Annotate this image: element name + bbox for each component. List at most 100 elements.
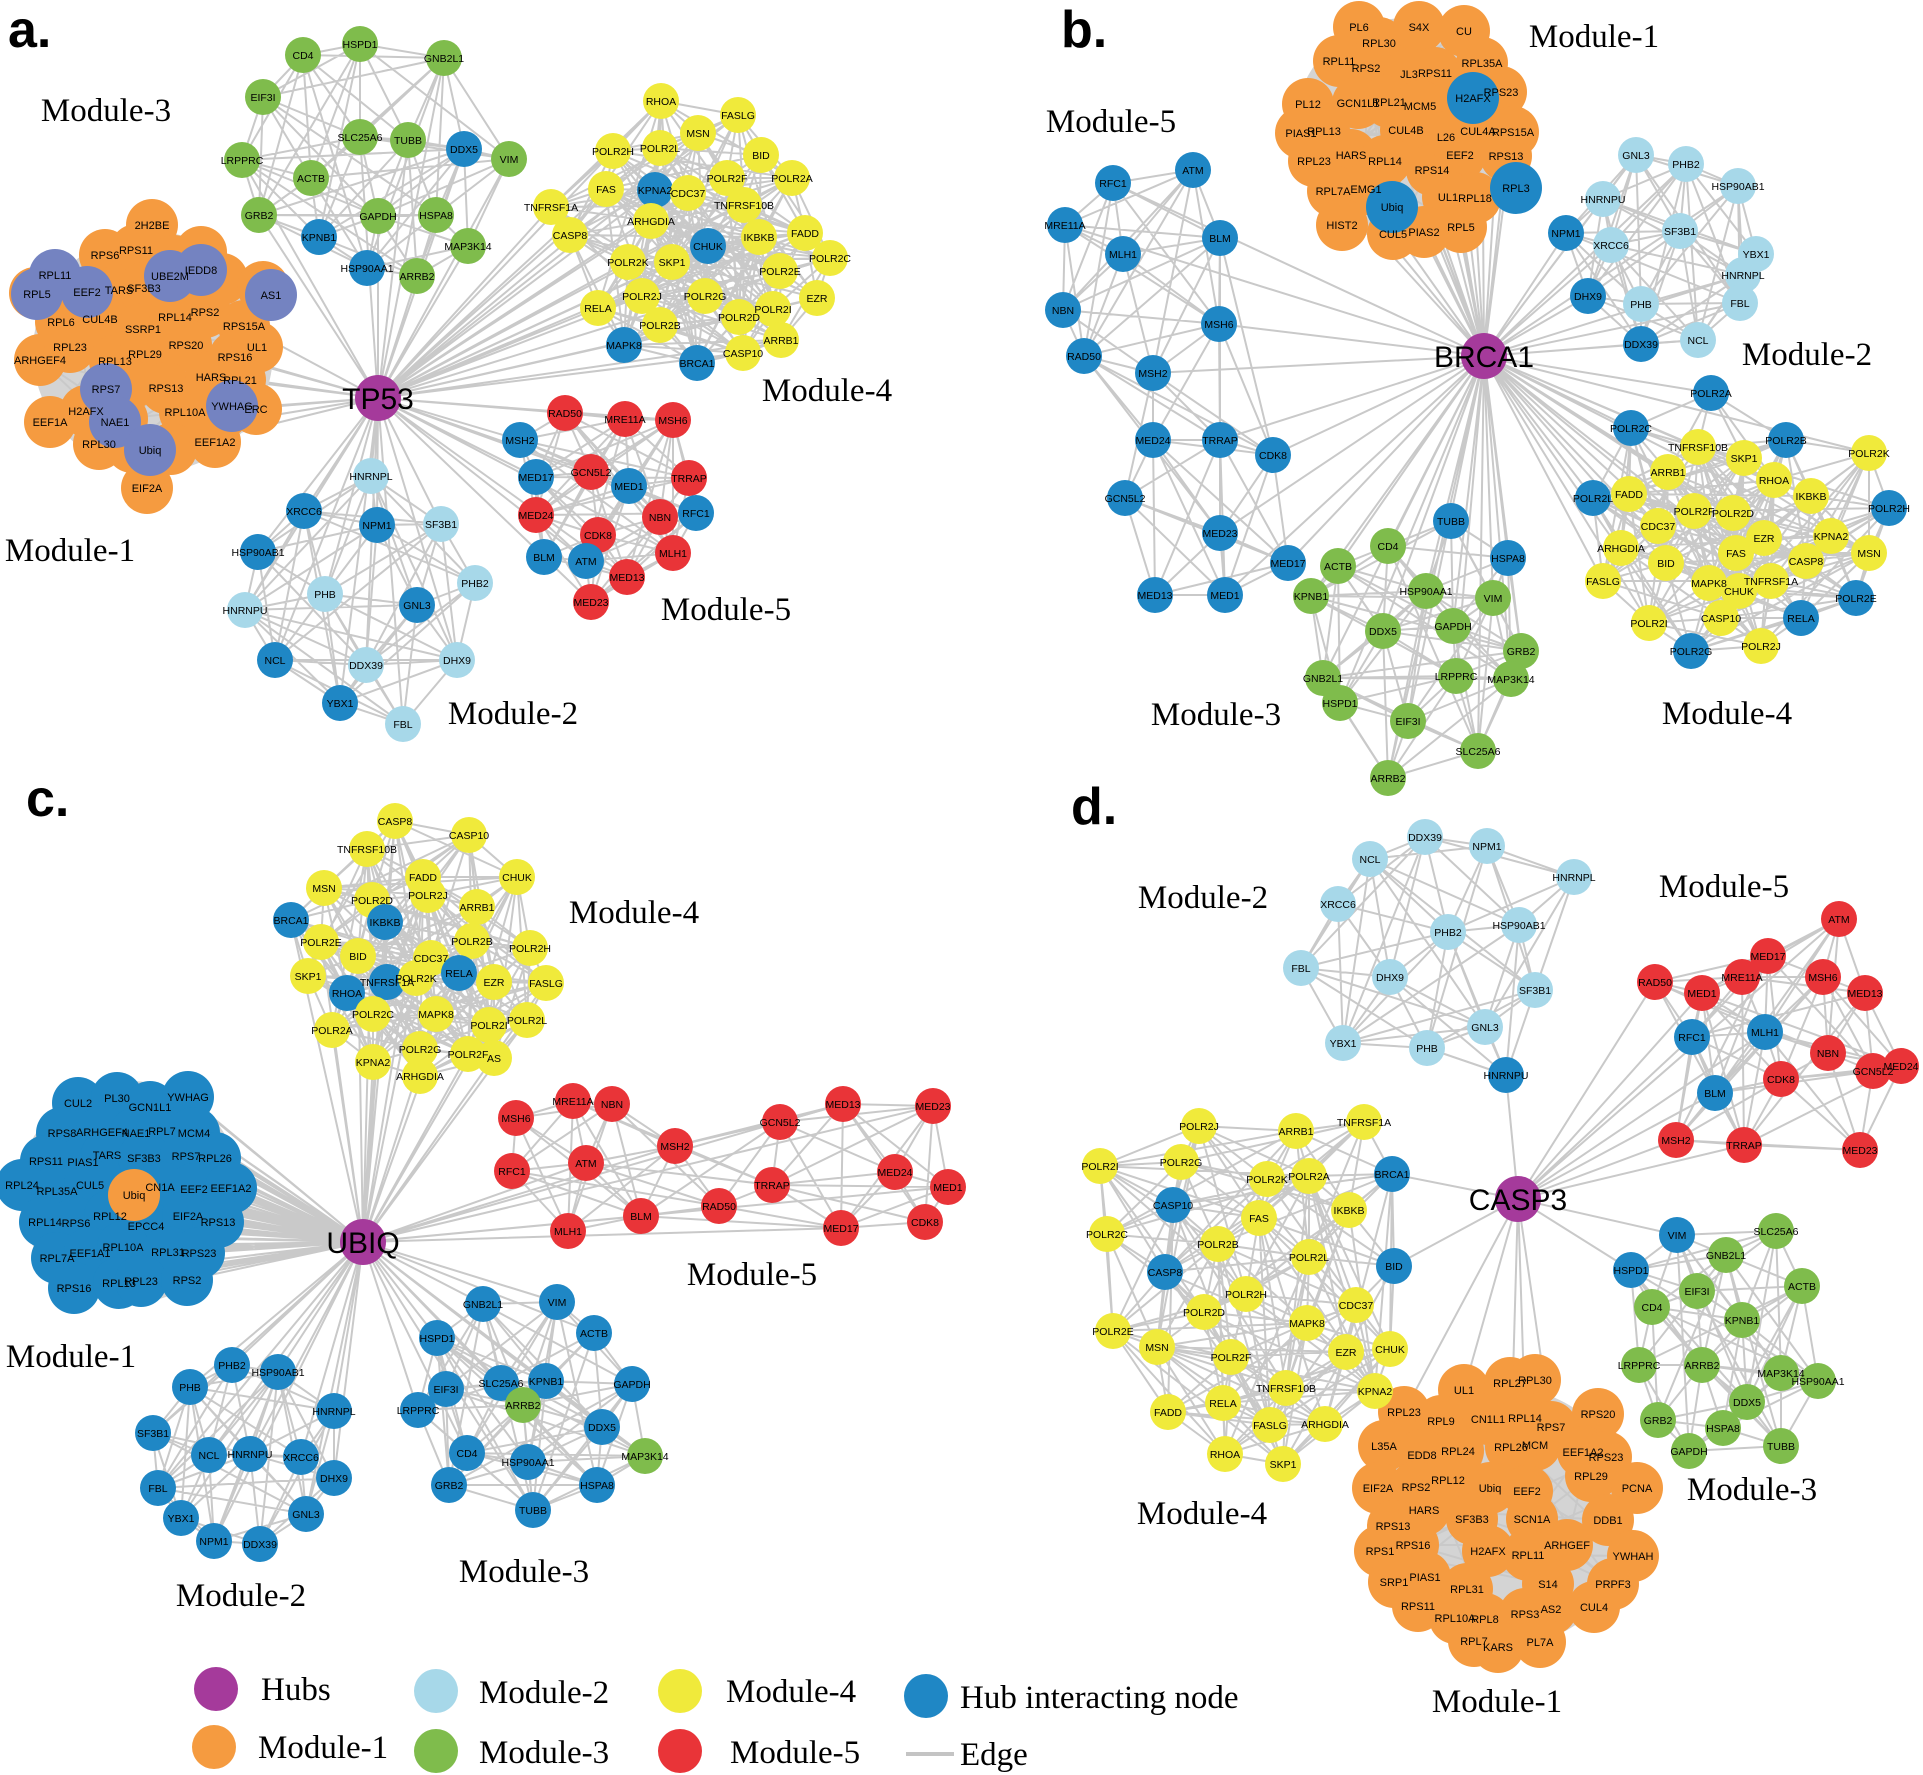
svg-text:RPL27: RPL27 <box>1493 1378 1527 1390</box>
svg-text:EIF2A: EIF2A <box>173 1211 204 1223</box>
svg-text:EIF3I: EIF3I <box>1684 1286 1709 1298</box>
svg-text:Module-4: Module-4 <box>762 373 892 409</box>
svg-text:PHB2: PHB2 <box>1434 927 1462 939</box>
svg-text:RPS16: RPS16 <box>57 1283 92 1295</box>
svg-text:S14: S14 <box>1538 1579 1558 1591</box>
svg-text:ARHGDIA: ARHGDIA <box>627 216 675 228</box>
svg-text:EEF1A2: EEF1A2 <box>1563 1447 1604 1459</box>
svg-text:RPS15A: RPS15A <box>223 321 266 333</box>
svg-text:LRPPRC: LRPPRC <box>1618 1360 1661 1372</box>
svg-text:ATM: ATM <box>1828 914 1849 926</box>
svg-text:RPL23: RPL23 <box>1387 1407 1421 1419</box>
svg-text:KPNB1: KPNB1 <box>1725 1315 1760 1327</box>
svg-text:GCN1L1: GCN1L1 <box>129 1102 172 1114</box>
svg-text:CUL4: CUL4 <box>1580 1602 1608 1614</box>
svg-text:ARHGEF4: ARHGEF4 <box>76 1127 128 1139</box>
svg-text:ARRB2: ARRB2 <box>1370 773 1405 785</box>
svg-text:POLR2A: POLR2A <box>311 1025 352 1037</box>
svg-text:Ubiq: Ubiq <box>1381 202 1404 214</box>
svg-text:MED23: MED23 <box>915 1101 950 1113</box>
svg-text:ARRB2: ARRB2 <box>399 271 434 283</box>
svg-text:BID: BID <box>349 951 367 963</box>
svg-text:RPL26: RPL26 <box>198 1153 232 1165</box>
svg-text:RPS15A: RPS15A <box>1492 127 1535 139</box>
svg-text:POLR2J: POLR2J <box>408 890 448 902</box>
svg-text:PL30: PL30 <box>104 1093 130 1105</box>
svg-text:POLR2B: POLR2B <box>1765 435 1806 447</box>
svg-text:HNRNPL: HNRNPL <box>312 1406 355 1418</box>
svg-text:FASLG: FASLG <box>1586 576 1620 588</box>
svg-text:HSPA8: HSPA8 <box>419 210 453 222</box>
svg-text:MED13: MED13 <box>825 1099 860 1111</box>
svg-text:b.: b. <box>1061 1 1107 59</box>
svg-text:CHUK: CHUK <box>502 872 532 884</box>
svg-text:CUL5: CUL5 <box>1379 229 1407 241</box>
svg-text:RPS7: RPS7 <box>1537 1422 1566 1434</box>
svg-text:MAPK8: MAPK8 <box>1691 578 1727 590</box>
svg-text:YBX1: YBX1 <box>1743 249 1770 261</box>
svg-text:POLR2H: POLR2H <box>509 943 551 955</box>
svg-text:GNB2L1: GNB2L1 <box>424 53 464 65</box>
svg-text:SLC25A6: SLC25A6 <box>1754 1226 1799 1238</box>
svg-text:RPS7: RPS7 <box>172 1151 201 1163</box>
svg-text:HSP90AA1: HSP90AA1 <box>340 263 393 275</box>
svg-text:TNFRSF10B: TNFRSF10B <box>1256 1383 1316 1395</box>
svg-text:POLR2E: POLR2E <box>1835 593 1876 605</box>
svg-text:MED1: MED1 <box>1210 590 1239 602</box>
svg-text:RPL30: RPL30 <box>82 439 116 451</box>
svg-text:PIAS1: PIAS1 <box>1409 1572 1440 1584</box>
svg-text:POLR2D: POLR2D <box>1712 508 1754 520</box>
svg-text:RPL12: RPL12 <box>1431 1475 1465 1487</box>
svg-text:POLR2J: POLR2J <box>1179 1121 1219 1133</box>
svg-text:RELA: RELA <box>1787 613 1814 625</box>
svg-text:GRB2: GRB2 <box>245 210 274 222</box>
svg-text:Module-2: Module-2 <box>176 1578 306 1614</box>
svg-text:YBX1: YBX1 <box>1330 1038 1357 1050</box>
svg-text:AS2: AS2 <box>1541 1604 1562 1616</box>
svg-text:GRB2: GRB2 <box>435 1480 464 1492</box>
svg-text:MAPK8: MAPK8 <box>1289 1318 1325 1330</box>
svg-text:RPS14: RPS14 <box>1415 165 1450 177</box>
svg-text:YBX1: YBX1 <box>168 1513 195 1525</box>
svg-text:CN1L1: CN1L1 <box>1471 1414 1505 1426</box>
svg-text:MED17: MED17 <box>823 1223 858 1235</box>
svg-text:HNRNPL: HNRNPL <box>349 471 392 483</box>
svg-text:MSH6: MSH6 <box>1808 972 1837 984</box>
svg-text:SRP1: SRP1 <box>1380 1577 1409 1589</box>
svg-text:EEF2: EEF2 <box>1513 1486 1541 1498</box>
svg-text:RHOA: RHOA <box>1759 475 1789 487</box>
svg-text:PHB: PHB <box>179 1382 201 1394</box>
svg-text:CDK8: CDK8 <box>911 1217 939 1229</box>
svg-text:PHB2: PHB2 <box>218 1360 246 1372</box>
svg-text:HSPD1: HSPD1 <box>1613 1265 1648 1277</box>
svg-text:MED1: MED1 <box>614 481 643 493</box>
svg-text:PL7A: PL7A <box>1527 1637 1555 1649</box>
svg-text:UL1: UL1 <box>1438 192 1458 204</box>
svg-text:S4X: S4X <box>1409 22 1430 34</box>
svg-text:NBN: NBN <box>649 512 671 524</box>
svg-text:ACTB: ACTB <box>297 173 325 185</box>
svg-text:BID: BID <box>752 150 770 162</box>
svg-text:MED13: MED13 <box>609 572 644 584</box>
svg-text:SCN1A: SCN1A <box>1514 1514 1551 1526</box>
svg-text:CDC37: CDC37 <box>671 188 706 200</box>
svg-text:BLM: BLM <box>533 552 555 564</box>
svg-text:EZR: EZR <box>1336 1347 1357 1359</box>
svg-text:RPL7A: RPL7A <box>1316 186 1352 198</box>
svg-text:MLH1: MLH1 <box>1751 1027 1779 1039</box>
svg-text:POLR2K: POLR2K <box>607 257 648 269</box>
svg-text:Module-2: Module-2 <box>448 696 578 732</box>
svg-text:RPL24: RPL24 <box>5 1180 39 1192</box>
svg-text:POLR2E: POLR2E <box>300 937 341 949</box>
svg-text:POLR2L: POLR2L <box>1289 1252 1329 1264</box>
svg-text:EEF1A2: EEF1A2 <box>195 437 236 449</box>
svg-text:RPL14: RPL14 <box>158 312 192 324</box>
svg-text:POLR2C: POLR2C <box>1610 423 1652 435</box>
svg-text:HSPA8: HSPA8 <box>1491 553 1525 565</box>
svg-text:JL3: JL3 <box>1400 69 1418 81</box>
svg-text:MED1: MED1 <box>1687 988 1716 1000</box>
svg-text:ARRB1: ARRB1 <box>459 902 494 914</box>
svg-text:MAP3K14: MAP3K14 <box>444 241 491 253</box>
svg-text:RAD50: RAD50 <box>1638 977 1672 989</box>
svg-text:VIM: VIM <box>500 154 519 166</box>
